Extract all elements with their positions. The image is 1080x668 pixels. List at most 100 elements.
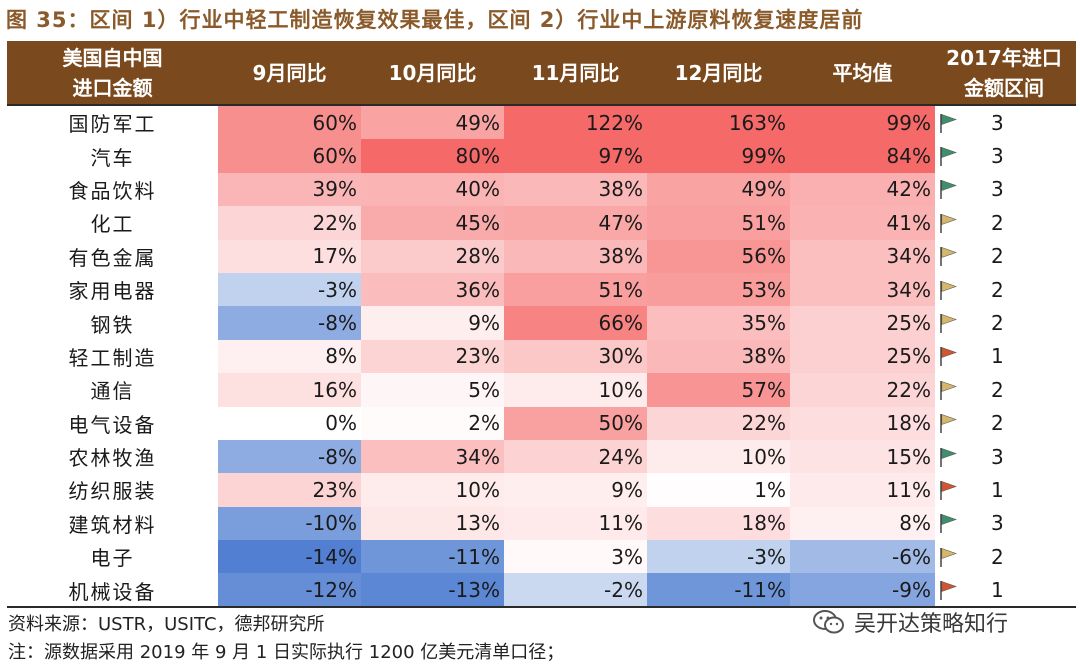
cell-oct: 2% — [361, 406, 504, 440]
flag-icon — [940, 213, 957, 233]
industry-name: 机械设备 — [68, 579, 157, 604]
flag-icon — [940, 314, 957, 334]
range-cell: 2 — [935, 407, 1073, 440]
cell-nov: 47% — [504, 206, 647, 240]
cell-nov: 51% — [504, 272, 647, 307]
cell-average: -9% — [790, 573, 935, 607]
cell-dec: 56% — [647, 239, 790, 273]
header-sep: 9月同比 — [252, 60, 327, 85]
wechat-icon — [813, 610, 844, 634]
header-oct: 10月同比 — [388, 60, 477, 85]
cell-sep: 16% — [218, 373, 361, 407]
cell-sep: 60% — [218, 139, 361, 173]
cell-nov: 97% — [504, 139, 647, 173]
range-value: 2 — [991, 311, 1004, 336]
range-value: 2 — [991, 377, 1004, 402]
range-cell: 3 — [935, 106, 1073, 139]
range-value: 2 — [991, 544, 1004, 569]
industry-name: 家用电器 — [68, 279, 157, 304]
table-row: 国防军工 60% 49% 122% 163% 99% 3 — [7, 106, 1076, 140]
table-row: 化工 22% 45% 47% 51% 41% 2 — [7, 206, 1076, 240]
table-row: 家用电器 -3% 36% 51% 53% 34% 2 — [7, 272, 1076, 307]
range-value: 2 — [991, 411, 1004, 436]
cell-nov: 9% — [504, 473, 647, 507]
cell-dec: 49% — [647, 172, 790, 207]
cell-nov: 122% — [504, 106, 647, 140]
cell-average: 22% — [790, 373, 935, 407]
industry-name: 轻工制造 — [68, 345, 157, 370]
table-row: 食品饮料 39% 40% 38% 49% 42% 3 — [7, 172, 1076, 207]
table-row: 纺织服装 23% 10% 9% 1% 11% 1 — [7, 473, 1076, 507]
table-row: 轻工制造 8% 23% 30% 38% 25% 1 — [7, 339, 1076, 374]
cell-average: 11% — [790, 473, 935, 507]
cell-nov: 24% — [504, 439, 647, 474]
cell-dec: 38% — [647, 339, 790, 374]
industry-name: 通信 — [90, 379, 135, 404]
industry-name: 电气设备 — [68, 412, 157, 437]
cell-dec: 1% — [647, 473, 790, 507]
cell-dec: 35% — [647, 306, 790, 340]
cell-sep: 23% — [218, 473, 361, 507]
table-bottom-rule — [7, 606, 1076, 608]
cell-oct: 9% — [361, 306, 504, 340]
cell-sep: -12% — [218, 573, 361, 607]
cell-sep: -10% — [218, 506, 361, 541]
cell-oct: -13% — [361, 573, 504, 607]
flag-icon — [940, 380, 957, 400]
table-row: 电气设备 0% 2% 50% 22% 18% 2 — [7, 406, 1076, 440]
range-value: 1 — [991, 578, 1004, 603]
cell-dec: 18% — [647, 506, 790, 541]
range-value: 1 — [991, 344, 1004, 369]
cell-average: 34% — [790, 239, 935, 273]
flag-icon — [940, 113, 957, 133]
cell-oct: 36% — [361, 272, 504, 307]
cell-dec: 10% — [647, 439, 790, 474]
industry-name: 国防军工 — [68, 112, 157, 137]
range-value: 3 — [991, 144, 1004, 169]
cell-oct: 28% — [361, 239, 504, 273]
figure-title: 图 35：区间 1）行业中轻工制造恢复效果最佳，区间 2）行业中上游原料恢复速度… — [6, 8, 864, 32]
table-row: 机械设备 -12% -13% -2% -11% -9% 1 — [7, 573, 1076, 607]
table-row: 有色金属 17% 28% 38% 56% 34% 2 — [7, 239, 1076, 273]
flag-icon — [940, 447, 957, 467]
industry-name: 建筑材料 — [68, 512, 157, 537]
cell-average: 15% — [790, 439, 935, 474]
range-value: 3 — [991, 511, 1004, 536]
industry-name: 有色金属 — [68, 245, 157, 270]
cell-oct: -11% — [361, 540, 504, 574]
cell-nov: 30% — [504, 339, 647, 374]
range-cell: 2 — [935, 306, 1073, 339]
industry-name: 农林牧渔 — [68, 446, 157, 471]
industry-name: 汽车 — [90, 145, 135, 170]
watermark: 吴开达策略知行 — [812, 604, 1008, 640]
industry-name: 钢铁 — [90, 312, 135, 337]
range-cell: 2 — [935, 240, 1073, 273]
cell-average: 25% — [790, 339, 935, 374]
data-table: 美国自中国 进口金额 9月同比 10月同比 11月同比 12月同比 平均值 20… — [7, 41, 1076, 607]
cell-average: 8% — [790, 506, 935, 541]
cell-sep: -14% — [218, 540, 361, 574]
cell-sep: 60% — [218, 106, 361, 140]
cell-average: 84% — [790, 139, 935, 173]
cell-nov: 11% — [504, 506, 647, 541]
range-cell: 2 — [935, 373, 1073, 406]
flag-icon — [940, 480, 957, 500]
cell-average: 42% — [790, 172, 935, 207]
cell-sep: -8% — [218, 439, 361, 474]
footnote: 注：源数据采用 2019 年 9 月 1 日实际执行 1200 亿美元清单口径； — [8, 642, 565, 663]
cell-oct: 45% — [361, 206, 504, 240]
header-industry: 美国自中国 进口金额 — [62, 45, 163, 100]
header-2017-range: 2017年进口 金额区间 — [946, 45, 1062, 100]
flag-icon — [940, 347, 957, 367]
table-row: 汽车 60% 80% 97% 99% 84% 3 — [7, 139, 1076, 173]
cell-nov: 3% — [504, 540, 647, 574]
cell-sep: 39% — [218, 172, 361, 207]
range-cell: 1 — [935, 340, 1073, 373]
cell-dec: 163% — [647, 106, 790, 140]
cell-sep: -8% — [218, 306, 361, 340]
cell-average: 34% — [790, 272, 935, 307]
cell-oct: 80% — [361, 139, 504, 173]
cell-average: 41% — [790, 206, 935, 240]
source-note: 资料来源：USTR，USITC，德邦研究所 — [8, 614, 325, 635]
header-dec: 12月同比 — [674, 60, 763, 85]
